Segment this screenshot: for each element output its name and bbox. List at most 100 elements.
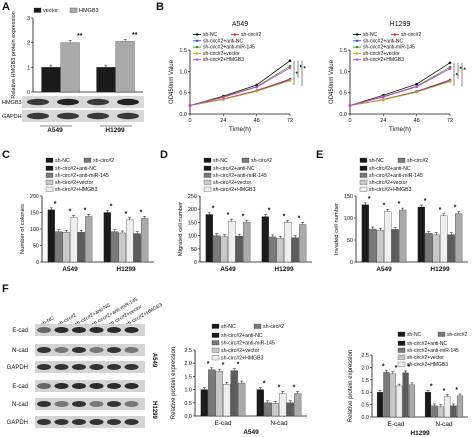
panel-f-blot: Fsh-NC sh-circ#2sh-circ#2+anti-NCsh-circ#… [2, 283, 164, 428]
legend-swatch [253, 323, 262, 329]
legend-swatch [211, 340, 220, 346]
legend-marker [393, 33, 397, 36]
blot-band [37, 364, 51, 370]
y-tick-label: 1.5 [361, 378, 369, 384]
data-point [288, 66, 292, 70]
legend-label: sh-circ#2+anti-NC [221, 333, 263, 339]
bar-hmgb3-h1299 [115, 41, 135, 93]
bar-sh-circ-2-hmgb3-a549 [85, 216, 93, 263]
chart-title: H1299 [390, 21, 411, 28]
y-tick-label: 0.0 [339, 112, 347, 118]
bar-sh-circ-2-e-cad [208, 369, 216, 417]
significance-mark: * [54, 201, 57, 208]
data-point [255, 90, 258, 93]
legend-label: sh-circ#2 [447, 332, 468, 338]
legend-label: sh-circ#2+vector [55, 180, 93, 186]
legend-swatch [241, 157, 250, 163]
legend-marker [355, 45, 359, 49]
bar-vector-h1299 [96, 67, 116, 93]
bar-sh-circ-2-anti-nc-h1299 [276, 238, 284, 263]
legend-swatch [45, 157, 54, 163]
bar-sh-nc-h1299 [417, 206, 425, 263]
y-tick-label: 3 [27, 16, 30, 22]
blot-band [54, 401, 69, 407]
bar-sh-circ-2-anti-mir-145-a549 [384, 211, 392, 263]
data-point [188, 104, 192, 107]
bar-sh-circ-2-hmgb3-h1299 [299, 224, 307, 263]
bar-sh-circ-2-vector-h1299 [133, 233, 141, 263]
x-category-label: H1299 [116, 266, 136, 273]
blot-row-label: GAPDH [7, 420, 28, 426]
bar-sh-circ-2-anti-mir-145-h1299 [440, 215, 448, 263]
bar-sh-circ-2-anti-nc-e-cad [389, 373, 396, 418]
legend-swatch [83, 157, 92, 163]
legend-label: sh-circ#2 [263, 324, 284, 330]
bar-sh-circ-2-anti-mir-145-a549 [70, 217, 78, 263]
legend-label: sh-circ#2+anti-miR-145 [369, 173, 423, 179]
legend-label: sh-NC [363, 32, 378, 38]
x-category-label: A549 [62, 266, 78, 273]
bar-sh-circ-2-hmgb3-e-cad [238, 382, 246, 417]
x-category-label: E-cad [215, 420, 232, 427]
legend-swatch [203, 179, 212, 185]
blot-band [89, 419, 104, 425]
significance-mark: * [407, 364, 410, 371]
significance-mark: * [430, 383, 433, 390]
data-point [448, 61, 452, 65]
data-point [288, 79, 292, 83]
x-axis-label: Time(h) [389, 126, 411, 133]
data-point [255, 85, 258, 89]
blot-band [107, 364, 121, 370]
legend-swatch [359, 186, 368, 192]
data-point [448, 67, 452, 71]
legend-marker [355, 58, 359, 61]
cell-line-label: A549 [47, 127, 63, 134]
blot-band [117, 112, 139, 120]
bar-sh-circ-2-anti-mir-145-n-cad [279, 393, 287, 417]
significance-mark: * [110, 204, 113, 211]
y-tick-label: 2.5 [184, 348, 192, 354]
significance-mark: * [125, 211, 128, 218]
significance-mark: * [454, 205, 457, 212]
bar-sh-circ-2-hmgb3-h1299 [455, 213, 463, 263]
bar-sh-circ-2-hmgb3-a549 [399, 209, 407, 263]
blot-band [87, 112, 109, 120]
bar-sh-circ-2-a549 [213, 235, 221, 263]
legend-label: sh-circ#2+vector [203, 51, 240, 57]
x-category-label: N-cad [435, 421, 453, 428]
significance-mark: * [395, 365, 398, 372]
bar-sh-nc-a549 [361, 204, 369, 263]
legend-label: HMGB3 [79, 8, 99, 14]
legend-swatch [397, 361, 406, 367]
y-tick-label: 150 [344, 194, 353, 200]
legend-label: sh-circ#2+HMGB3 [213, 187, 256, 193]
legend-label: sh-circ#2+anti-miR-145 [407, 348, 459, 354]
data-point [382, 98, 385, 102]
legend-swatch [397, 340, 406, 346]
chart-title: A549 [232, 21, 248, 28]
legend-marker [195, 52, 199, 55]
blot-band [107, 419, 121, 425]
bar-sh-circ-2-vector-e-cad [402, 372, 409, 418]
legend-marker [355, 39, 359, 42]
legend-swatch [69, 7, 78, 13]
blot-row-label: HMGB3 [2, 100, 22, 106]
blot-band [27, 112, 49, 120]
data-point [415, 90, 418, 94]
significance-mark: * [398, 201, 401, 208]
data-point [415, 85, 418, 88]
legend-swatch [45, 179, 54, 185]
legend-label: sh-circ#2 [407, 158, 428, 164]
x-tick-label: 72 [287, 118, 293, 124]
blot-band [124, 327, 139, 333]
x-tick-label: 0 [348, 118, 351, 124]
legend-marker [195, 58, 199, 61]
blot-band [57, 112, 79, 120]
blot-band [89, 347, 104, 353]
legend-label: sh-NC [55, 158, 70, 164]
x-tick-label: 72 [447, 118, 453, 124]
bar-hmgb3-a549 [60, 42, 80, 93]
bar-sh-nc-h1299 [261, 216, 269, 263]
